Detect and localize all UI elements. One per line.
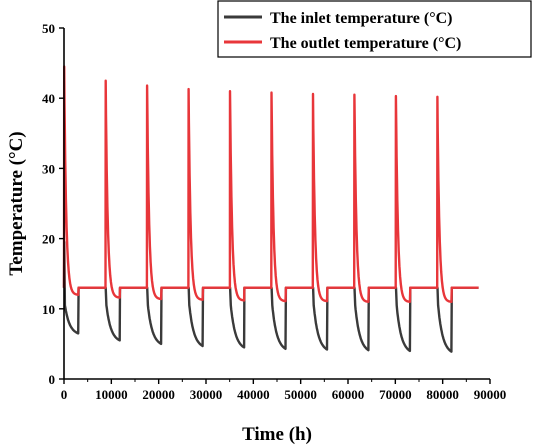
plot-area — [62, 65, 479, 353]
x-tick-label: 40000 — [237, 387, 270, 402]
series-line-outlet — [62, 65, 479, 303]
y-tick-label: 20 — [42, 232, 55, 247]
x-tick-label: 70000 — [379, 387, 412, 402]
legend: The inlet temperature (°C) The outlet tem… — [217, 0, 532, 58]
axes: 0 10000 20000 30000 40000 50000 60000 70000 8000… — [42, 21, 506, 402]
legend-entry: The inlet temperature (°C) — [270, 10, 453, 27]
y-tick-label: 50 — [42, 21, 55, 36]
legend-entry: The outlet temperature (°C) — [270, 35, 461, 52]
x-tick-label: 10000 — [95, 387, 128, 402]
x-axis-title: Time (h) — [242, 424, 312, 445]
y-tick-label: 0 — [49, 372, 56, 387]
y-axis-title: Temperature (°C) — [6, 131, 27, 275]
x-tick-label: 60000 — [332, 387, 365, 402]
legend-box — [217, 0, 532, 58]
x-tick-label: 30000 — [190, 387, 223, 402]
x-tick-label: 20000 — [142, 387, 175, 402]
y-tick-label: 10 — [42, 302, 55, 317]
y-tick-label: 40 — [42, 91, 55, 106]
x-tick-label: 50000 — [284, 387, 317, 402]
x-tick-label: 90000 — [474, 387, 507, 402]
y-tick-label: 30 — [42, 161, 55, 176]
x-tick-label: 80000 — [426, 387, 459, 402]
x-tick-label: 0 — [61, 387, 68, 402]
